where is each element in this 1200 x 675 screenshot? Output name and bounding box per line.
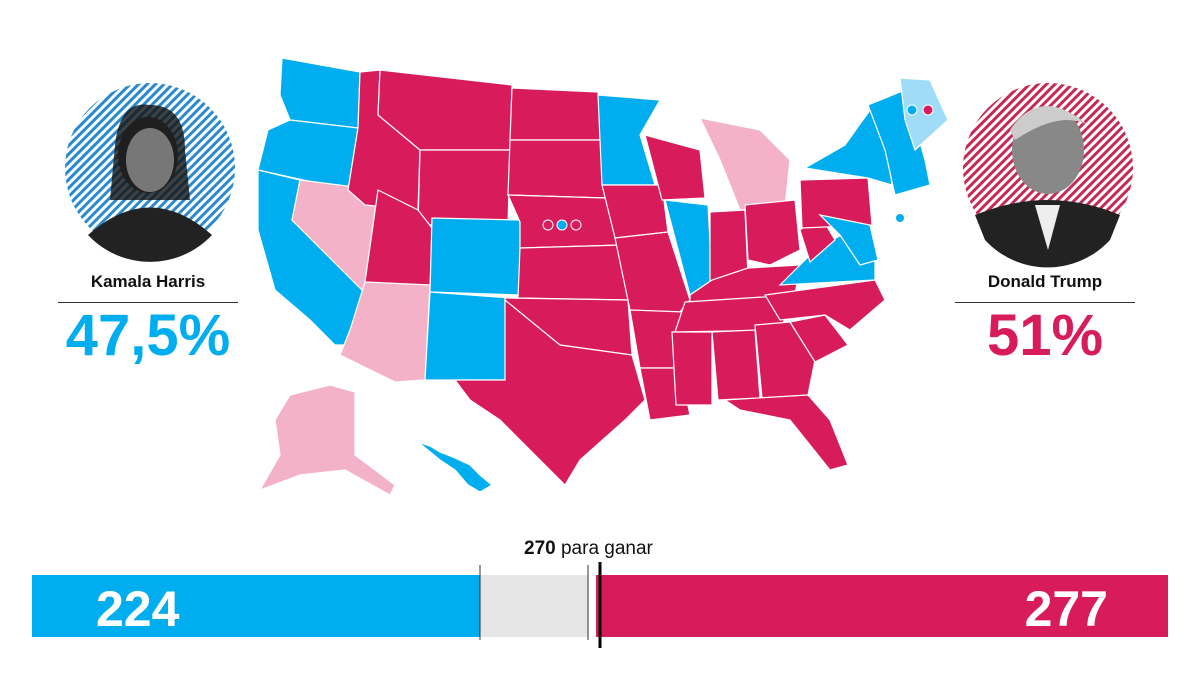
harris-photo <box>65 83 235 262</box>
threshold-label: 270 para ganar <box>524 538 653 560</box>
candidate-name: Kamala Harris <box>58 272 238 303</box>
trump-photo <box>963 83 1133 268</box>
electoral-bar <box>32 562 1168 648</box>
undecided-bar <box>480 575 588 637</box>
harris-votes: 224 <box>96 581 180 637</box>
harris-bar <box>32 575 480 637</box>
trump-bar <box>596 575 1168 637</box>
threshold-number: 270 <box>524 538 556 559</box>
candidate-percent: 47,5% <box>65 303 231 368</box>
trump-votes: 277 <box>1024 581 1108 637</box>
threshold-text: para ganar <box>560 538 653 559</box>
us-map <box>257 57 949 496</box>
candidate-percent: 51% <box>986 303 1104 368</box>
candidate-name: Donald Trump <box>955 272 1135 303</box>
